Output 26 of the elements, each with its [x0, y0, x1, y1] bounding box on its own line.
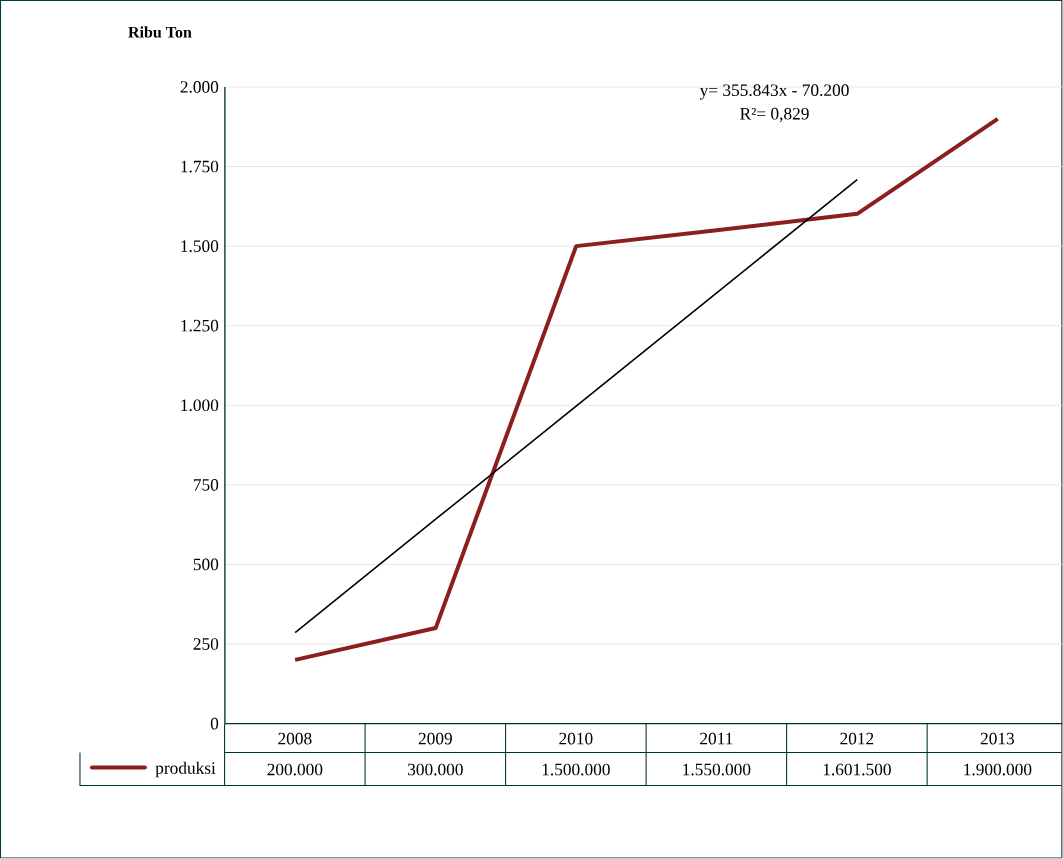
y-tick-label: 0 [210, 717, 219, 730]
x-tick-label: 2010 [559, 732, 593, 745]
y-tick-label: 2.000 [180, 81, 219, 94]
y-tick-label: 250 [193, 638, 219, 651]
y-tick-label: 750 [194, 479, 219, 491]
text: 300.000 [408, 763, 463, 776]
text: 1.550.000 [683, 763, 751, 776]
y-axis-title: Ribu Ton [128, 26, 192, 38]
text: 200.000 [267, 763, 323, 776]
text: 1.900.000 [964, 763, 1032, 776]
annotation: y= 355.843x - 70.200 [699, 84, 849, 100]
x-tick-label: 2011 [700, 732, 733, 745]
y-tick-label: 1.000 [181, 399, 219, 412]
x-tick-label: 2009 [418, 732, 452, 745]
y-tick-label: 1.250 [181, 320, 219, 332]
y-tick-label: 1.750 [181, 160, 219, 173]
text: 1.500.000 [542, 763, 610, 776]
x-tick-label: 2013 [980, 732, 1015, 745]
text: 1.601.500 [823, 763, 891, 776]
legend-label: produksi [155, 761, 216, 778]
y-tick-label: 1.500 [181, 240, 219, 253]
x-tick-label: 2012 [840, 732, 874, 745]
x-tick-label: 2008 [278, 732, 312, 745]
y-tick-label: 500 [193, 558, 219, 571]
line-series [294, 179, 858, 634]
annotation: R²= 0,829 [740, 108, 809, 123]
